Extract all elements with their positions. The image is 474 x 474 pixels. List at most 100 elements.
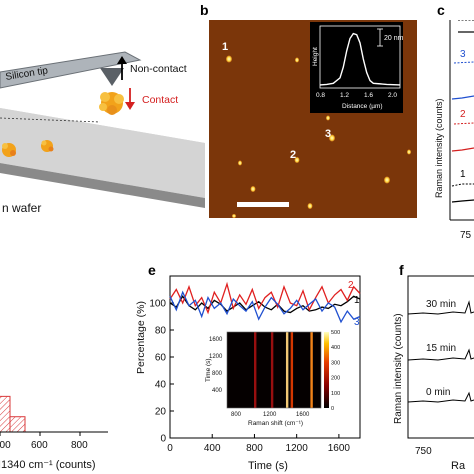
- panel-f-spectra: Raman intensity (counts) 30 min 15 min 0…: [393, 275, 474, 472]
- xtick-label: 800: [246, 443, 263, 454]
- panel-b-afm-image: 1 2 3 20 nm Height 0.8 1.2 1.6 2.0 Dista…: [209, 20, 417, 218]
- xtick-label: 400: [204, 443, 221, 454]
- series-line-3: [169, 290, 361, 324]
- xtick-label: 1600: [328, 443, 351, 454]
- series-label-3: 3: [354, 317, 360, 328]
- panel-b-letter: b: [200, 2, 209, 18]
- panel-c-label-3: 3: [460, 49, 466, 60]
- heatmap-band: [290, 332, 294, 408]
- colorbar-ticks: 0 100 200 300 400 500: [331, 330, 340, 412]
- ytick-label: 100: [149, 299, 166, 310]
- series-label-2: 2: [348, 280, 354, 291]
- silicon-wafer-side: [0, 163, 205, 208]
- contact-arrow-icon: [125, 88, 135, 110]
- profile-xtick-2: 1.6: [364, 92, 373, 99]
- contact-label: Contact: [142, 94, 178, 106]
- panel-e-xticks: 0 400 800 1200 1600: [167, 434, 350, 454]
- series-label-1: 1: [354, 295, 360, 306]
- wafer-label: n wafer: [2, 201, 41, 215]
- nanoparticle-icon: [99, 92, 124, 115]
- ytick-label: 40: [155, 380, 167, 391]
- silicon-wafer-face: [0, 108, 205, 198]
- profile-xtick-1: 1.2: [340, 92, 349, 99]
- afm-tip: [100, 68, 124, 86]
- colorbar: [324, 332, 329, 408]
- heatmap-band: [285, 332, 289, 408]
- afm-particles: [226, 55, 411, 218]
- profile-xtick-0: 0.8: [316, 92, 325, 99]
- inset-xtick-1600: 1600: [296, 412, 310, 418]
- nanoparticle-icon: [2, 143, 16, 157]
- panel-e-heatmap-inset: Time (s) 400 800 1200 1600 800 1200 1600…: [205, 330, 340, 427]
- panel-c-spectra: Raman intensity (counts) 3 2 1 75: [434, 20, 474, 241]
- colorbar-tick-label: 400: [331, 345, 340, 351]
- panel-f-letter: f: [399, 262, 404, 278]
- inset-ytick-1200: 1200: [209, 354, 223, 360]
- panel-e-xlabel: Time (s): [248, 460, 288, 472]
- afm-scale-bar: [237, 202, 289, 207]
- trace-15min: [407, 348, 474, 361]
- height-profile-line: [319, 32, 401, 86]
- panel-e-yticks: 0 20 40 60 80 100: [149, 299, 174, 445]
- afm-particle-label-1: 1: [222, 41, 228, 53]
- histogram-bar: [9, 416, 26, 433]
- panel-e-letter: e: [148, 262, 156, 278]
- histogram-bars: [0, 395, 26, 433]
- noncontact-label: Non-contact: [130, 63, 187, 75]
- ytick-label: 20: [155, 407, 167, 418]
- profile-xlabel: Distance (µm): [342, 103, 383, 110]
- panel-c-label-1: 1: [460, 169, 466, 180]
- panel-c-letter: c: [437, 2, 445, 18]
- panel-e-ylabel: Percentage (%): [135, 301, 147, 374]
- afm-particle-label-3: 3: [325, 128, 331, 140]
- afm-particle-label-2: 2: [290, 149, 296, 161]
- trace-label-0min: 0 min: [426, 387, 450, 398]
- colorbar-tick-label: 100: [331, 391, 340, 397]
- heatmap-band: [254, 332, 257, 408]
- colorbar-tick-label: 200: [331, 376, 340, 382]
- histogram-bar: [0, 395, 11, 433]
- panel-f-xlabel: Ra: [451, 460, 466, 472]
- profile-xtick-3: 2.0: [388, 92, 397, 99]
- heatmap-band: [310, 332, 313, 408]
- inset-ytick-400: 400: [212, 388, 223, 394]
- xtick-label: 1200: [286, 443, 309, 454]
- panel-a-schematic: Silicon tip Non-contact Contact n wafer: [0, 51, 205, 215]
- inset-xtick-800: 800: [231, 412, 242, 418]
- panel-d-xtick-400: 400: [0, 440, 11, 451]
- profile-scale-label: 20 nm: [384, 35, 404, 42]
- heatmap-band: [270, 332, 274, 408]
- afm-height-profile-inset: 20 nm Height 0.8 1.2 1.6 2.0 Distance (µ…: [310, 22, 404, 113]
- colorbar-tick-label: 0: [331, 406, 334, 412]
- trace-label-30min: 30 min: [426, 299, 456, 310]
- panel-c-xtick: 75: [460, 230, 472, 241]
- trace-30min: [407, 300, 474, 315]
- panel-d-xlabel: I1340 cm⁻¹ (counts): [0, 459, 96, 471]
- trace-label-15min: 15 min: [426, 343, 456, 354]
- nanoparticle-icon: [41, 140, 54, 152]
- inset-ytick-1600: 1600: [209, 337, 223, 343]
- cantilever: [0, 51, 142, 89]
- trace-0min: [407, 391, 474, 403]
- inset-xtick-1200: 1200: [263, 412, 277, 418]
- panel-f-ylabel: Raman intensity (counts): [393, 313, 404, 424]
- colorbar-tick-label: 300: [331, 360, 340, 366]
- tip-dashed-line: [0, 117, 101, 123]
- noncontact-arrow-icon: [117, 56, 127, 80]
- profile-ylabel: Height: [312, 47, 319, 66]
- panel-c-label-2: 2: [460, 109, 466, 120]
- inset-ytick-800: 800: [212, 371, 223, 377]
- xtick-label: 0: [167, 443, 173, 454]
- panel-f-xtick: 750: [415, 446, 432, 457]
- panel-d-histogram: 400 600 800 I1340 cm⁻¹ (counts): [0, 395, 108, 471]
- panel-e-series: [169, 281, 361, 324]
- panel-c-ylabel: Raman intensity (counts): [434, 98, 444, 198]
- colorbar-tick-label: 500: [331, 330, 340, 336]
- ytick-label: 0: [160, 434, 166, 445]
- inset-xlabel: Raman shift (cm⁻¹): [248, 420, 303, 427]
- panel-d-xtick-800: 800: [71, 440, 88, 451]
- panel-d-xtick-600: 600: [31, 440, 48, 451]
- ytick-label: 60: [155, 353, 167, 364]
- ytick-label: 80: [155, 326, 167, 337]
